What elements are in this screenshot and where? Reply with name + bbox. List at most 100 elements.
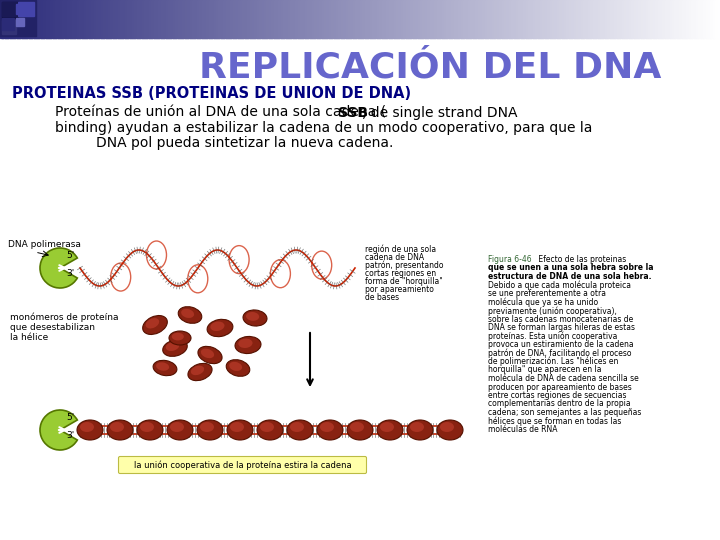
Bar (197, 0, 200, 38)
Bar (322, 0, 325, 38)
Bar (545, 0, 548, 38)
Bar (125, 0, 128, 38)
Text: entre cortas regiones de secuencias: entre cortas regiones de secuencias (488, 391, 626, 400)
Bar (295, 0, 299, 38)
Bar (230, 0, 234, 38)
Bar (74, 0, 78, 38)
Bar (333, 0, 337, 38)
Ellipse shape (347, 420, 373, 440)
Ellipse shape (198, 346, 222, 363)
Bar (374, 0, 378, 38)
Bar (279, 0, 282, 38)
Bar (38, 0, 42, 38)
Text: molécula de DNA de cadena sencilla se: molécula de DNA de cadena sencilla se (488, 374, 639, 383)
Bar (31, 0, 35, 38)
Bar (348, 0, 351, 38)
Bar (533, 0, 536, 38)
Text: región de una sola: región de una sola (365, 245, 436, 254)
Bar (509, 0, 512, 38)
Bar (288, 0, 292, 38)
Bar (250, 0, 253, 38)
Bar (427, 0, 431, 38)
Ellipse shape (153, 360, 177, 376)
Bar (677, 0, 680, 38)
Bar (490, 0, 493, 38)
Ellipse shape (238, 339, 253, 348)
Bar (504, 0, 508, 38)
Bar (413, 0, 416, 38)
Ellipse shape (437, 420, 463, 440)
Bar (336, 0, 339, 38)
Bar (115, 0, 119, 38)
Bar (89, 0, 92, 38)
Bar (619, 0, 623, 38)
Bar (607, 0, 611, 38)
Bar (461, 0, 464, 38)
Bar (156, 0, 159, 38)
Text: cadena de DNA: cadena de DNA (365, 253, 424, 262)
Bar (103, 0, 107, 38)
Ellipse shape (163, 340, 187, 356)
Text: la unión cooperativa de la proteína estira la cadena: la unión cooperativa de la proteína esti… (134, 460, 352, 470)
Ellipse shape (257, 420, 283, 440)
Ellipse shape (317, 420, 343, 440)
Bar (189, 0, 193, 38)
Bar (245, 0, 248, 38)
Bar (463, 0, 467, 38)
Bar (182, 0, 186, 38)
Bar (137, 0, 140, 38)
Bar (667, 0, 670, 38)
Bar (297, 0, 301, 38)
Text: 5': 5' (66, 413, 74, 422)
Ellipse shape (179, 307, 202, 323)
Bar (84, 0, 87, 38)
Bar (45, 0, 49, 38)
Bar (499, 0, 503, 38)
Bar (27, 0, 30, 38)
Bar (207, 0, 210, 38)
Text: estructura de DNA de una sola hebra.: estructura de DNA de una sola hebra. (488, 272, 652, 281)
Bar (470, 0, 474, 38)
Ellipse shape (80, 422, 94, 432)
Ellipse shape (167, 420, 193, 440)
Bar (293, 0, 296, 38)
Bar (369, 0, 373, 38)
Bar (286, 0, 289, 38)
Ellipse shape (230, 422, 244, 432)
Bar (423, 0, 426, 38)
Bar (158, 0, 162, 38)
Bar (2, 20, 16, 34)
Ellipse shape (380, 422, 394, 432)
Bar (307, 0, 310, 38)
Bar (571, 0, 575, 38)
Bar (7, 0, 11, 38)
Text: 3': 3' (66, 431, 74, 440)
Bar (65, 0, 68, 38)
Bar (391, 0, 395, 38)
Wedge shape (40, 248, 77, 288)
Bar (341, 0, 344, 38)
Text: proteínas. Esta unión cooperativa: proteínas. Esta unión cooperativa (488, 332, 617, 341)
Text: patrón, presentando: patrón, presentando (365, 260, 444, 270)
Bar (153, 0, 157, 38)
Bar (655, 0, 659, 38)
Bar (634, 0, 637, 38)
Bar (218, 0, 222, 38)
FancyBboxPatch shape (119, 456, 366, 474)
Bar (22, 0, 25, 38)
Wedge shape (40, 410, 77, 450)
Ellipse shape (287, 420, 313, 440)
Bar (387, 0, 390, 38)
Bar (271, 0, 274, 38)
Ellipse shape (107, 420, 133, 440)
Bar (389, 0, 392, 38)
Bar (624, 0, 627, 38)
Bar (110, 0, 114, 38)
Bar (225, 0, 229, 38)
Bar (670, 0, 673, 38)
Bar (96, 0, 99, 38)
Bar (144, 0, 148, 38)
Bar (698, 0, 702, 38)
Bar (353, 0, 356, 38)
Ellipse shape (77, 420, 103, 440)
